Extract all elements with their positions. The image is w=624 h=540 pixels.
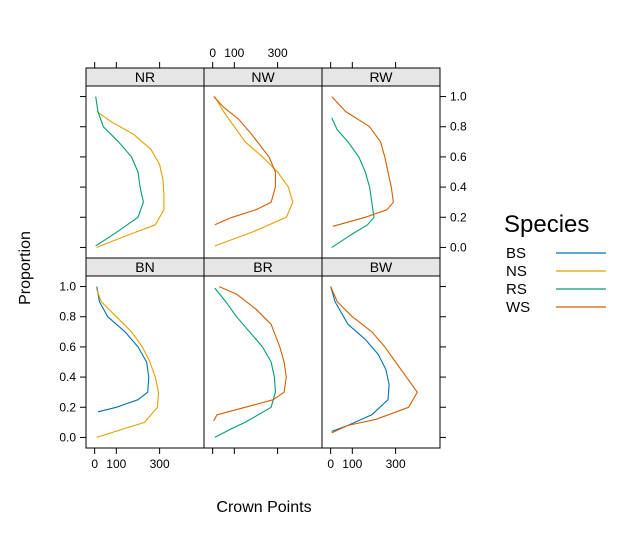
legend-label-ns: NS [506,263,527,280]
panel-nw: NW [203,67,323,259]
axes: 0.0 0.2 0.4 0.6 0.8 1.0 0.0 0.2 0.4 0.6 0.8 1.0 0 100… [59,46,467,471]
x-tick-label: 0 [91,457,98,471]
panel-frame [85,85,205,259]
series-line-ws [331,96,394,227]
panel-br: BR [203,257,323,449]
y-tick-label: 0.4 [59,370,76,384]
panel-frame [321,275,441,449]
panel-rw: RW [321,67,441,259]
panels: BN BR BW NR NW RW [85,67,441,449]
series-line-rs [331,117,375,248]
x-tick-label: 300 [386,457,406,471]
legend-title: Species [504,211,589,238]
strip-label: BW [370,259,393,275]
strip-label: NR [135,69,155,85]
panel-frame [321,85,441,259]
legend-label-rs: RS [506,281,527,298]
series-line-ws [213,286,287,422]
legend-label-ws: WS [506,299,530,316]
y-tick-label: 0.8 [450,120,467,134]
y-axis-title: Proportion [17,231,34,305]
y-tick-label: 0.8 [59,310,76,324]
x-tick-label: 0 [327,457,334,471]
series-line-rs [214,287,276,438]
series-line-ns [96,289,160,438]
series-line-ws [213,96,276,226]
strip-label: RW [369,69,393,85]
x-tick-label: 300 [268,46,288,60]
y-tick-label: 0.0 [450,240,467,254]
panel-bn: BN [85,257,205,449]
x-tick-label: 100 [224,46,244,60]
strip-label: BR [253,259,272,275]
x-axis-title: Crown Points [216,499,311,516]
series-line-bs [96,286,150,413]
y-tick-label: 1.0 [59,280,76,294]
y-tick-label: 0.2 [450,210,467,224]
strip-label: NW [251,69,275,85]
series-line-ws [330,286,418,434]
series-line-ns [96,111,165,248]
y-tick-label: 0.6 [59,340,76,354]
series-line-rs [95,96,144,247]
y-tick-label: 0.6 [450,150,467,164]
x-tick-label: 100 [106,457,126,471]
y-tick-label: 1.0 [450,90,467,104]
y-tick-label: 0.0 [59,430,76,444]
x-tick-label: 0 [209,46,216,60]
panel-nr: NR [85,67,205,259]
panel-bw: BW [321,257,441,449]
x-tick-label: 300 [150,457,170,471]
series-line-bs [330,286,390,432]
panel-frame [203,85,323,259]
strip-label: BN [135,259,154,275]
series-line-ns [214,96,294,247]
y-tick-label: 0.2 [59,400,76,414]
y-tick-label: 0.4 [450,180,467,194]
legend-label-bs: BS [506,245,526,262]
panel-frame [203,275,323,449]
x-tick-label: 100 [342,457,362,471]
